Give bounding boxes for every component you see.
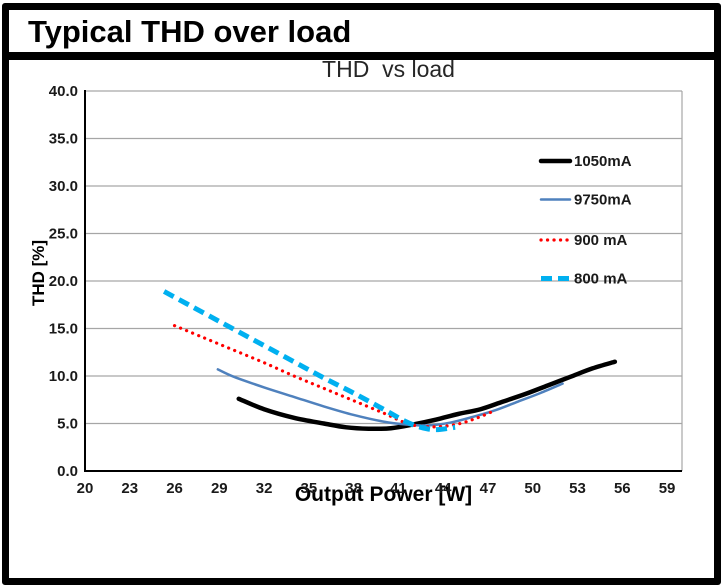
y-tick-label: 0.0 <box>57 463 78 480</box>
x-tick-label: 53 <box>569 480 586 497</box>
legend-label: 800 mA <box>574 271 628 288</box>
y-tick-label: 5.0 <box>57 416 78 433</box>
chart-title: THD vs load <box>322 56 455 82</box>
y-tick-label: 35.0 <box>49 131 78 148</box>
x-tick-label: 20 <box>77 480 94 497</box>
series-line-800mA <box>162 289 456 433</box>
y-tick-label: 15.0 <box>49 321 78 338</box>
header-divider <box>9 52 714 60</box>
y-tick-label: 10.0 <box>49 368 78 385</box>
y-tick-label: 30.0 <box>49 178 78 195</box>
y-tick-label: 25.0 <box>49 226 78 243</box>
series-line-1050mA <box>236 359 618 432</box>
y-tick-label: 40.0 <box>49 83 78 100</box>
x-tick-label: 47 <box>480 480 497 497</box>
x-tick-label: 29 <box>211 480 228 497</box>
x-axis-title: Output Power [W] <box>294 483 473 506</box>
legend-label: 900 mA <box>574 232 628 249</box>
x-tick-label: 44 <box>435 480 452 497</box>
x-tick-label: 23 <box>121 480 138 497</box>
page-title: Typical THD over load <box>28 14 352 49</box>
y-tick-label: 20.0 <box>49 273 78 290</box>
x-tick-label: 50 <box>524 480 541 497</box>
x-tick-label: 56 <box>614 480 631 497</box>
legend-label: 1050mA <box>574 153 632 170</box>
x-tick-label: 26 <box>166 480 183 497</box>
x-tick-label: 35 <box>301 480 318 497</box>
x-tick-label: 32 <box>256 480 273 497</box>
series-line-9750mA <box>216 368 564 427</box>
series-line-900mA <box>172 324 498 429</box>
x-tick-label: 59 <box>659 480 676 497</box>
x-tick-label: 38 <box>345 480 362 497</box>
legend-label: 9750mA <box>574 192 632 209</box>
x-tick-label: 41 <box>390 480 407 497</box>
outer-frame <box>2 3 721 585</box>
